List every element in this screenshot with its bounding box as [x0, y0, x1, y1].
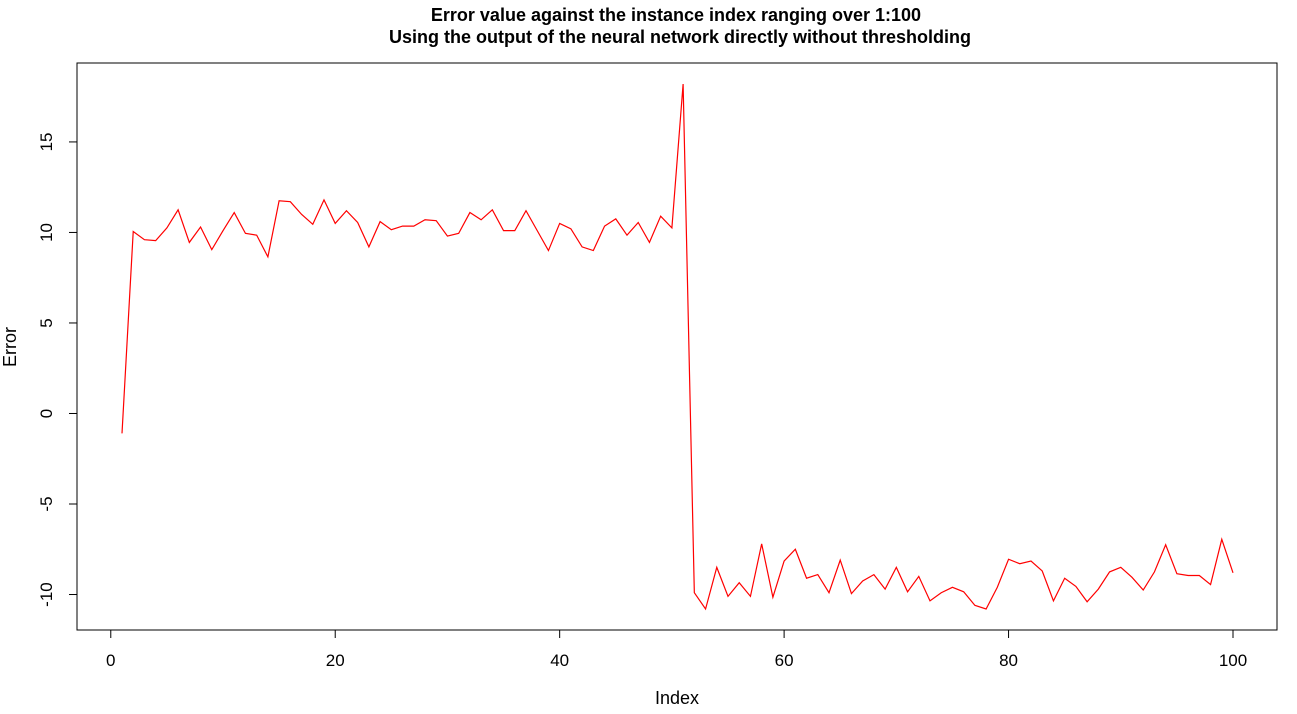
y-tick-label: 5 [37, 318, 56, 327]
chart-title: Error value against the instance index r… [431, 5, 921, 25]
y-tick-label: 15 [37, 132, 56, 151]
x-axis-label: Index [655, 688, 699, 708]
chart-subtitle: Using the output of the neural network d… [389, 27, 971, 47]
x-tick-label: 60 [775, 651, 794, 670]
y-tick-label: 0 [37, 409, 56, 418]
plot-frame [76, 62, 1278, 631]
x-tick-label: 80 [999, 651, 1018, 670]
x-tick-label: 20 [326, 651, 345, 670]
x-tick-label: 40 [550, 651, 569, 670]
x-tick-label: 0 [106, 651, 115, 670]
y-axis: -10 -5 0 5 10 15 [37, 132, 78, 607]
y-tick-label: 10 [37, 223, 56, 242]
y-tick-label: -10 [37, 582, 56, 607]
x-tick-label: 100 [1219, 651, 1247, 670]
error-series-line [121, 83, 1234, 611]
y-tick-label: -5 [37, 496, 56, 511]
x-axis: 0 20 40 60 80 100 [106, 629, 1247, 670]
y-axis-label: Error [0, 327, 20, 367]
